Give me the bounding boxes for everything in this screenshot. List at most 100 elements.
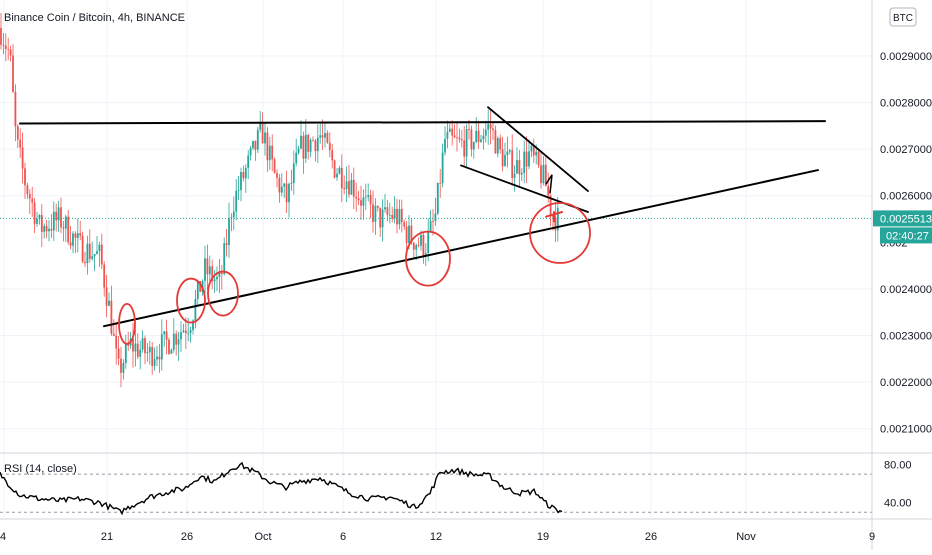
candle-body <box>93 254 96 257</box>
candle-body <box>470 129 473 150</box>
countdown-badge: 02:40:27 <box>880 227 932 244</box>
candle <box>554 202 557 243</box>
candle <box>117 335 120 366</box>
price-tick-label: 0.0022000 <box>880 377 932 389</box>
candle <box>283 182 286 198</box>
candle-body <box>492 128 494 131</box>
candle-body <box>525 151 528 167</box>
candle <box>189 326 192 343</box>
candle <box>499 134 502 154</box>
candle <box>271 134 274 172</box>
candle-body <box>177 339 180 345</box>
candle-body <box>307 134 310 152</box>
candle-body <box>480 139 482 142</box>
candle <box>237 175 240 200</box>
candle-body <box>376 205 379 208</box>
candle-body <box>300 135 302 149</box>
time-tick-label: 26 <box>181 531 193 543</box>
candle <box>333 159 336 179</box>
candle <box>261 112 264 144</box>
candle-body <box>19 139 22 148</box>
candle <box>417 237 420 248</box>
candle <box>300 120 302 150</box>
candle <box>88 229 91 263</box>
candle-body <box>57 207 60 221</box>
rsi-layer: RSI (14, close) <box>0 461 872 516</box>
resistance-line <box>19 120 826 125</box>
candle <box>460 129 463 148</box>
candle <box>79 220 82 241</box>
candle <box>76 218 79 253</box>
candle <box>369 189 372 219</box>
candle-body <box>408 225 410 244</box>
candle <box>345 166 348 203</box>
candle <box>177 331 180 361</box>
candle-body <box>352 179 355 197</box>
candle-body <box>182 330 185 333</box>
candle <box>540 151 542 189</box>
candle <box>424 243 427 266</box>
candle-body <box>124 343 127 364</box>
candle <box>441 143 444 188</box>
candle-body <box>535 151 538 156</box>
candle-body <box>196 281 199 299</box>
candle-body <box>499 138 502 150</box>
candle <box>319 123 322 144</box>
candle <box>487 109 490 146</box>
candle <box>268 136 271 170</box>
candle-body <box>194 298 197 321</box>
time-tick-label: 19 <box>537 531 549 543</box>
candle-body <box>405 226 408 244</box>
candle <box>266 127 269 172</box>
candle-body <box>211 266 214 282</box>
candle <box>98 241 101 267</box>
candle-body <box>156 356 158 360</box>
candle-body <box>55 211 58 221</box>
candle-body <box>345 181 348 190</box>
candle <box>321 119 324 151</box>
candle-body <box>316 137 319 152</box>
candle <box>350 172 353 195</box>
candle-body <box>86 243 89 264</box>
candle <box>314 139 317 162</box>
candle <box>112 319 115 337</box>
candle-body <box>76 233 79 238</box>
candle <box>168 337 170 356</box>
candles-layer <box>0 12 559 388</box>
candle <box>285 170 288 213</box>
candle-body <box>475 130 478 143</box>
candle-body <box>463 140 466 157</box>
candle-body <box>350 179 353 195</box>
candle <box>496 136 499 158</box>
candle-body <box>417 244 420 246</box>
candle <box>36 211 38 228</box>
candle <box>184 317 187 349</box>
candle-body <box>45 225 48 232</box>
candle-body <box>120 358 122 373</box>
currency-badge[interactable]: BTC <box>889 7 917 27</box>
candle-body <box>144 338 146 354</box>
candle <box>244 164 247 193</box>
candle-body <box>511 150 514 179</box>
candle <box>136 333 139 360</box>
candle <box>62 220 65 242</box>
candle <box>391 206 394 223</box>
candle-body <box>170 349 173 354</box>
candle <box>247 150 250 180</box>
candle <box>288 182 290 218</box>
candle <box>542 156 545 186</box>
candle <box>348 165 350 198</box>
candle <box>158 344 161 373</box>
candle-body <box>127 343 130 346</box>
candle-body <box>249 148 252 156</box>
candle-body <box>326 133 329 143</box>
candle-body <box>62 227 65 229</box>
candle-body <box>264 132 266 144</box>
candle-body <box>451 128 454 136</box>
candle-body <box>115 335 118 349</box>
candle-body <box>134 343 137 352</box>
candle-body <box>237 190 240 191</box>
candle <box>153 347 156 371</box>
